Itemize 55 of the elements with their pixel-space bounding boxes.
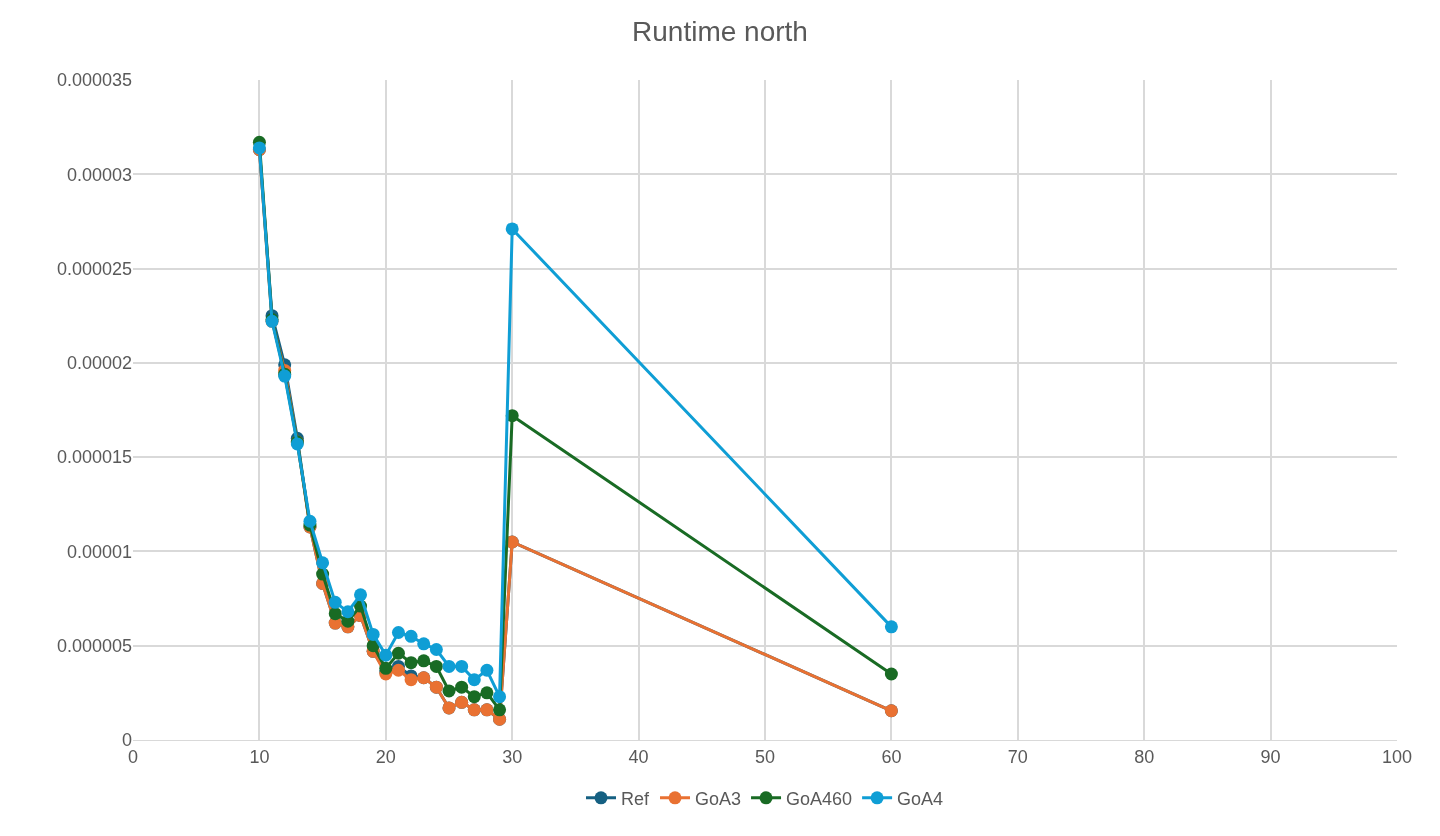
point [328, 595, 342, 609]
point [467, 673, 481, 687]
point [316, 556, 330, 570]
point [366, 627, 380, 641]
y-tick-label: 0.000035 [56, 70, 132, 91]
point [442, 659, 456, 673]
y-tick-label: 0 [121, 730, 132, 751]
point [884, 620, 898, 634]
point [480, 686, 494, 700]
y-tick-label: 0.000015 [56, 447, 132, 468]
point [379, 661, 393, 675]
y-tick-label: 0.000005 [56, 636, 132, 657]
point [404, 656, 418, 670]
x-tick-label: 60 [881, 746, 902, 767]
point [404, 673, 418, 687]
point [404, 629, 418, 643]
point [505, 222, 519, 236]
y-tick-label: 0.00001 [66, 541, 132, 562]
x-tick-label: 80 [1134, 746, 1155, 767]
point [429, 642, 443, 656]
point [417, 654, 431, 668]
point [391, 626, 405, 639]
x-tick-label: 70 [1007, 746, 1028, 767]
legend-label: GoA4 [897, 788, 944, 809]
y-tick-label: 0.00003 [66, 164, 132, 185]
point [303, 514, 317, 528]
legend-label: Ref [621, 788, 651, 809]
point [493, 690, 507, 704]
point [341, 605, 355, 619]
y-tick-label: 0.000025 [56, 258, 132, 279]
point [455, 680, 469, 694]
x-tick-label: 20 [375, 746, 396, 767]
x-tick-label: 90 [1260, 746, 1281, 767]
x-tick-label: 40 [628, 746, 649, 767]
point [467, 690, 481, 704]
point [391, 646, 405, 660]
point [354, 588, 368, 602]
x-tick-label: 50 [754, 746, 776, 767]
legend-label: GoA3 [695, 788, 742, 809]
chart-title: Runtime north [632, 15, 808, 47]
x-tick-label: 10 [249, 746, 270, 767]
point [493, 703, 507, 717]
point [429, 659, 443, 673]
x-tick-label: 30 [502, 746, 523, 767]
point [455, 659, 469, 673]
legend-label: GoA460 [786, 788, 853, 809]
point [328, 607, 342, 621]
y-tick-label: 0.00002 [66, 353, 132, 374]
point [480, 663, 494, 677]
point [442, 684, 456, 698]
point [884, 667, 898, 681]
x-tick-label: 100 [1381, 746, 1413, 767]
point [379, 648, 393, 662]
point [391, 663, 405, 677]
point [417, 637, 431, 651]
